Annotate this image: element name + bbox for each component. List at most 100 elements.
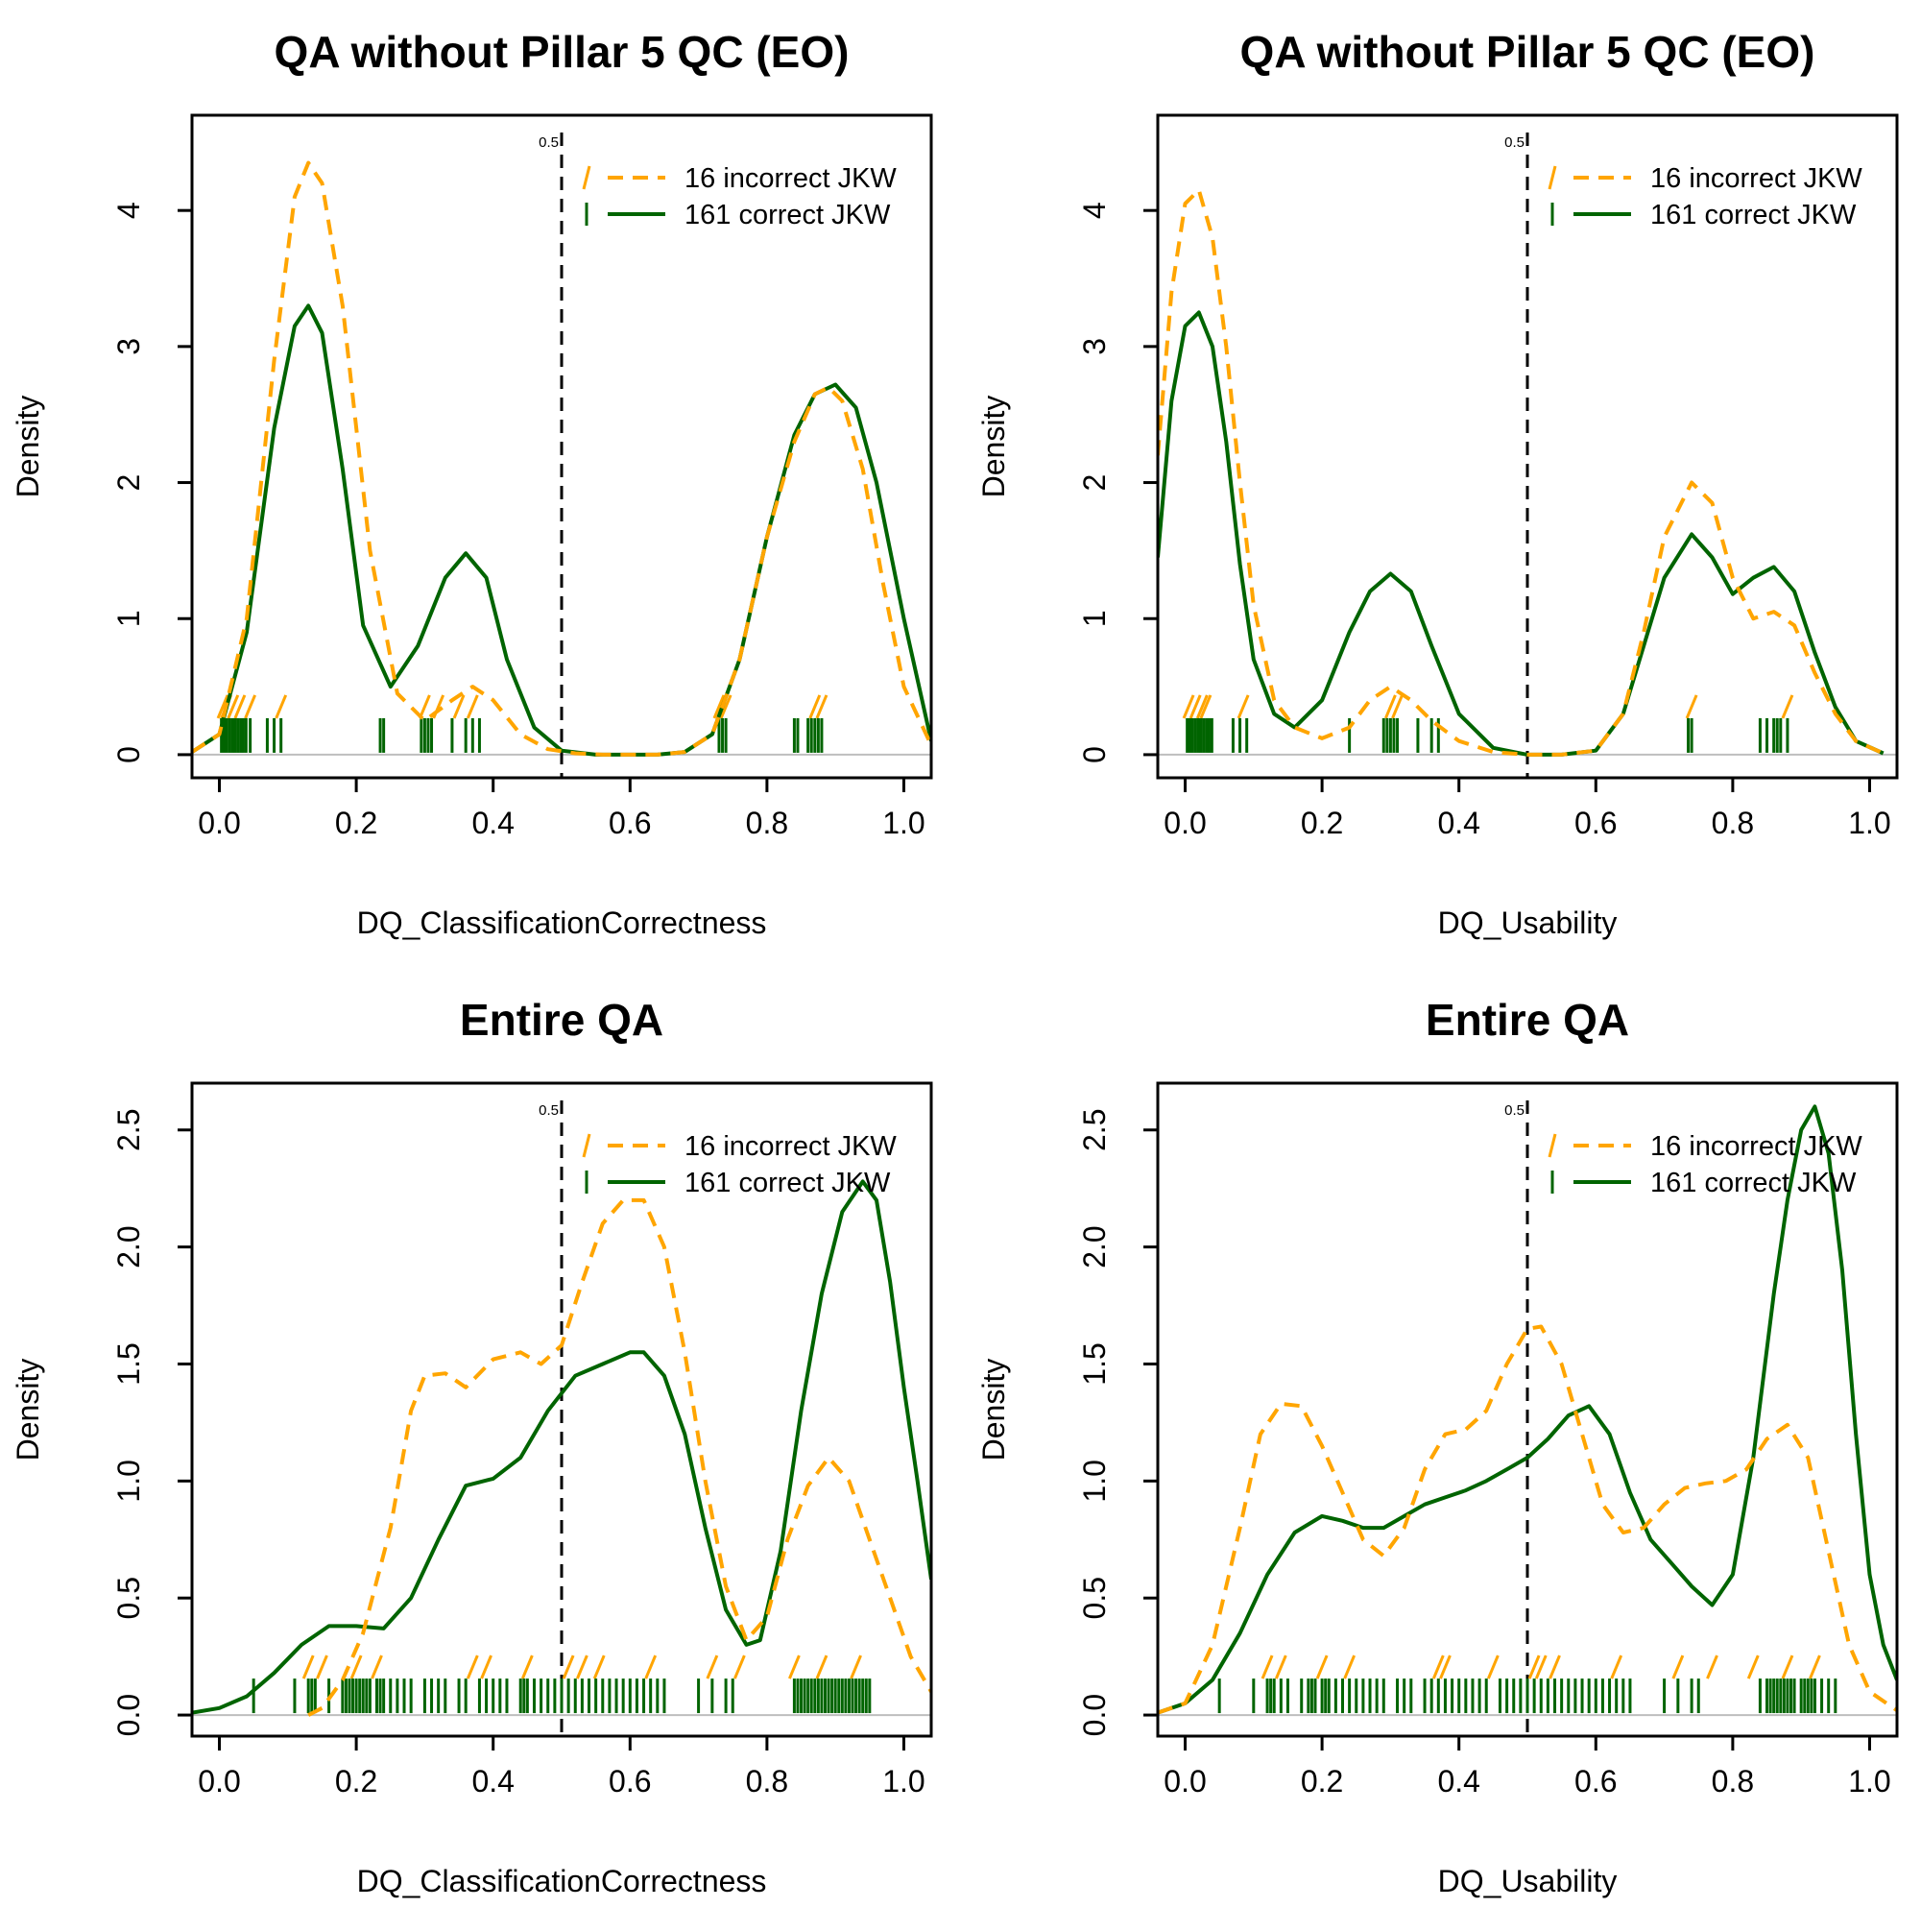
rug-incorrect bbox=[1261, 1654, 1274, 1679]
x-tick-label: 0.2 bbox=[1301, 806, 1343, 840]
y-tick-label: 2.0 bbox=[111, 1225, 146, 1268]
rug-incorrect bbox=[808, 694, 822, 719]
panel-1: QA without Pillar 5 QC (EO) 0.0 0.2 0.4 0.6 0… bbox=[11, 27, 933, 940]
rug-incorrect bbox=[419, 694, 431, 719]
rug-incorrect bbox=[576, 1654, 588, 1679]
legend-label-incorrect: 16 incorrect JKW bbox=[684, 163, 897, 194]
rug-incorrect bbox=[1534, 1654, 1548, 1679]
x-tick-label: 0.0 bbox=[1164, 806, 1206, 840]
density-curve-incorrect bbox=[1158, 187, 1885, 757]
plot-frame bbox=[190, 1081, 933, 1738]
rug-incorrect bbox=[732, 1654, 746, 1679]
rug-incorrect bbox=[216, 694, 229, 719]
y-tick-label: 1.5 bbox=[1077, 1342, 1112, 1385]
density-curve-correct bbox=[1158, 310, 1885, 757]
y-tick-label: 2.5 bbox=[1077, 1109, 1112, 1151]
y-tick-label: 2.5 bbox=[111, 1109, 146, 1151]
rug-incorrect bbox=[452, 694, 466, 719]
chart-title: Entire QA bbox=[460, 995, 663, 1045]
legend-rug-incorrect bbox=[1548, 1133, 1557, 1158]
legend: 16 incorrect JKW 161 correct JKW bbox=[582, 163, 897, 230]
rug-incorrect bbox=[1706, 1654, 1718, 1679]
x-tick-label: 0.0 bbox=[198, 806, 240, 840]
legend-label-correct: 161 correct JKW bbox=[684, 1168, 891, 1198]
rug-incorrect bbox=[815, 1654, 828, 1679]
rug-incorrect bbox=[1274, 1654, 1287, 1679]
x-tick-label: 0.2 bbox=[335, 806, 377, 840]
x-axis-label: DQ_ClassificationCorrectness bbox=[357, 906, 767, 940]
rug-incorrect bbox=[719, 694, 732, 719]
rug-incorrect bbox=[1809, 1654, 1821, 1679]
x-tick-label: 0.4 bbox=[471, 1764, 514, 1799]
rug-incorrect bbox=[706, 1654, 719, 1679]
rug-incorrect bbox=[1486, 1654, 1500, 1679]
plot-frame bbox=[1156, 113, 1899, 780]
x-tick-label: 0.0 bbox=[198, 1764, 240, 1799]
y-tick-label: 0.0 bbox=[1077, 1694, 1112, 1736]
y-tick-label: 1.0 bbox=[111, 1460, 146, 1502]
rug-incorrect bbox=[562, 1654, 575, 1679]
y-tick-label: 4 bbox=[1077, 202, 1112, 219]
rug-incorrect bbox=[1439, 1654, 1452, 1679]
x-tick-label: 0.2 bbox=[335, 1764, 377, 1799]
threshold-label: 0.5 bbox=[539, 1102, 559, 1119]
rug-incorrect bbox=[1431, 1654, 1445, 1679]
threshold-label: 0.5 bbox=[1504, 134, 1525, 151]
rug-incorrect bbox=[1549, 1654, 1561, 1679]
density-curve-incorrect bbox=[307, 1197, 931, 1717]
legend-label-correct: 161 correct JKW bbox=[684, 200, 891, 230]
legend-label-correct: 161 correct JKW bbox=[1650, 200, 1857, 230]
rug-incorrect bbox=[466, 694, 479, 719]
x-axis-label: DQ_Usability bbox=[1438, 906, 1618, 940]
density-curve-correct bbox=[192, 1179, 931, 1715]
rug-incorrect bbox=[815, 694, 828, 719]
x-tick-label: 0.2 bbox=[1301, 1764, 1343, 1799]
legend: 16 incorrect JKW 161 correct JKW bbox=[582, 1131, 897, 1198]
density-curve-incorrect bbox=[1158, 1324, 1897, 1715]
rug-incorrect bbox=[301, 1654, 315, 1679]
panel-2: QA without Pillar 5 QC (EO) 0.0 0.2 0.4 0.6 0… bbox=[976, 27, 1899, 940]
y-tick-label: 1 bbox=[111, 610, 146, 627]
x-axis-label: DQ_ClassificationCorrectness bbox=[357, 1864, 767, 1898]
x-tick-label: 0.6 bbox=[609, 1764, 651, 1799]
rug-incorrect bbox=[1199, 694, 1213, 719]
legend-rug-incorrect bbox=[1548, 165, 1557, 190]
y-tick-label: 4 bbox=[111, 202, 146, 219]
rug-incorrect bbox=[1384, 694, 1397, 719]
rug-incorrect bbox=[788, 1654, 801, 1679]
y-tick-label: 0.0 bbox=[111, 1694, 146, 1736]
chart-title: QA without Pillar 5 QC (EO) bbox=[1240, 27, 1815, 77]
x-tick-label: 0.8 bbox=[746, 806, 788, 840]
panel-4: Entire QA 0.0 0.2 0.4 0.6 0.8 1.0 0.0 0.5 1.0 1.5 2… bbox=[976, 995, 1899, 1898]
rug-incorrect bbox=[1610, 1654, 1623, 1679]
legend: 16 incorrect JKW 161 correct JKW bbox=[1548, 163, 1862, 230]
y-tick-label: 3 bbox=[111, 338, 146, 355]
rug-incorrect bbox=[1315, 1654, 1329, 1679]
y-axis-label: Density bbox=[976, 1359, 1011, 1461]
rug-incorrect bbox=[1343, 1654, 1357, 1679]
legend-label-incorrect: 16 incorrect JKW bbox=[684, 1131, 897, 1162]
rug-incorrect bbox=[316, 1654, 328, 1679]
x-tick-label: 0.4 bbox=[471, 806, 514, 840]
plot-frame bbox=[1156, 1081, 1899, 1738]
x-tick-label: 0.4 bbox=[1437, 1764, 1479, 1799]
y-axis-label: Density bbox=[11, 396, 45, 498]
x-tick-label: 0.8 bbox=[746, 1764, 788, 1799]
rug-incorrect bbox=[1781, 694, 1794, 719]
x-tick-label: 0.4 bbox=[1437, 806, 1479, 840]
rug-incorrect bbox=[712, 694, 726, 719]
y-tick-label: 3 bbox=[1077, 338, 1112, 355]
threshold-label: 0.5 bbox=[539, 134, 559, 151]
y-tick-label: 2 bbox=[1077, 474, 1112, 492]
rug-incorrect bbox=[227, 694, 240, 719]
rug-incorrect bbox=[233, 694, 247, 719]
y-tick-label: 1.5 bbox=[111, 1342, 146, 1385]
rug-incorrect bbox=[850, 1654, 862, 1679]
x-tick-label: 1.0 bbox=[882, 806, 924, 840]
x-tick-label: 1.0 bbox=[1848, 1764, 1890, 1799]
y-tick-label: 0.5 bbox=[1077, 1577, 1112, 1619]
rug-incorrect bbox=[1391, 694, 1404, 719]
legend-label-incorrect: 16 incorrect JKW bbox=[1650, 1131, 1862, 1162]
density-curve-correct bbox=[1158, 1104, 1897, 1715]
